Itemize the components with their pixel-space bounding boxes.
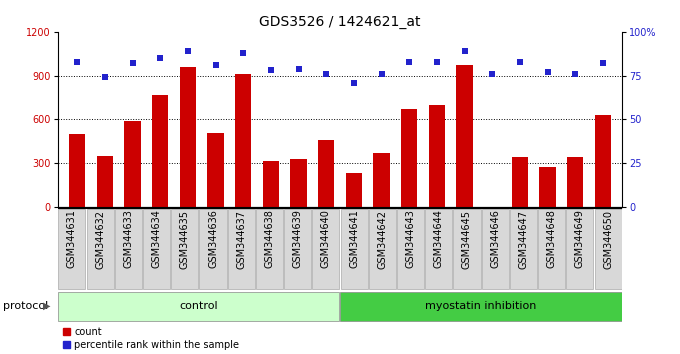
Point	[348, 80, 359, 86]
Bar	[171, 209, 199, 290]
Text: protocol: protocol	[3, 301, 49, 311]
Point	[321, 71, 332, 77]
Text: GSM344635: GSM344635	[180, 210, 190, 269]
Legend: count, percentile rank within the sample: count, percentile rank within the sample	[63, 327, 239, 350]
Bar	[425, 209, 452, 290]
Point	[155, 55, 166, 61]
Bar	[284, 209, 311, 290]
Bar	[510, 209, 537, 290]
Text: GSM344637: GSM344637	[236, 210, 246, 269]
Bar	[397, 209, 424, 290]
Bar	[256, 209, 283, 290]
Bar	[454, 209, 481, 290]
Bar	[228, 209, 255, 290]
Text: GSM344640: GSM344640	[321, 210, 331, 268]
Bar	[312, 209, 339, 290]
Point	[238, 50, 249, 56]
Bar	[456, 65, 473, 207]
Bar	[594, 115, 611, 207]
Bar	[86, 209, 114, 290]
Point	[598, 61, 609, 66]
Bar	[97, 156, 113, 207]
Bar	[180, 67, 196, 207]
Bar	[58, 292, 339, 321]
Bar	[539, 167, 556, 207]
Bar	[428, 105, 445, 207]
Point	[71, 59, 82, 64]
Text: GSM344633: GSM344633	[123, 210, 133, 268]
Point	[570, 71, 581, 77]
Bar	[124, 121, 141, 207]
Text: GSM344648: GSM344648	[547, 210, 557, 268]
Bar	[341, 209, 368, 290]
Bar	[566, 209, 594, 290]
Bar	[318, 140, 335, 207]
Text: GSM344643: GSM344643	[405, 210, 415, 268]
Text: GSM344641: GSM344641	[349, 210, 359, 268]
Text: GSM344644: GSM344644	[434, 210, 444, 268]
Bar	[207, 133, 224, 207]
Text: GSM344632: GSM344632	[95, 210, 105, 269]
Text: ▶: ▶	[43, 301, 50, 311]
Text: GSM344650: GSM344650	[603, 210, 613, 269]
Bar	[235, 74, 252, 207]
Bar	[345, 173, 362, 207]
Bar	[115, 209, 142, 290]
Point	[182, 48, 193, 54]
Bar	[199, 209, 226, 290]
Text: GSM344631: GSM344631	[67, 210, 77, 268]
Text: GSM344646: GSM344646	[490, 210, 500, 268]
Bar	[262, 161, 279, 207]
Text: GSM344649: GSM344649	[575, 210, 585, 268]
Point	[431, 59, 442, 64]
Bar	[58, 209, 86, 290]
Bar	[567, 158, 583, 207]
Text: GSM344636: GSM344636	[208, 210, 218, 268]
Bar	[290, 159, 307, 207]
Bar	[340, 292, 622, 321]
Text: myostatin inhibition: myostatin inhibition	[425, 301, 537, 311]
Text: GSM344638: GSM344638	[265, 210, 275, 268]
Point	[210, 62, 221, 68]
Point	[487, 71, 498, 77]
Bar	[511, 158, 528, 207]
Text: GSM344642: GSM344642	[377, 210, 388, 269]
Bar	[481, 209, 509, 290]
Bar	[143, 209, 170, 290]
Point	[514, 59, 525, 64]
Point	[99, 75, 110, 80]
Point	[293, 66, 304, 72]
Text: control: control	[180, 301, 218, 311]
Point	[542, 69, 553, 75]
Text: GSM344647: GSM344647	[518, 210, 528, 269]
Bar	[369, 209, 396, 290]
Title: GDS3526 / 1424621_at: GDS3526 / 1424621_at	[259, 16, 421, 29]
Text: GSM344645: GSM344645	[462, 210, 472, 269]
Text: GSM344639: GSM344639	[292, 210, 303, 268]
Bar	[69, 134, 86, 207]
Point	[127, 61, 138, 66]
Point	[265, 68, 276, 73]
Point	[404, 59, 415, 64]
Point	[376, 71, 387, 77]
Bar	[152, 95, 169, 207]
Point	[459, 48, 470, 54]
Bar	[594, 209, 622, 290]
Bar	[373, 153, 390, 207]
Bar	[401, 109, 418, 207]
Bar	[538, 209, 565, 290]
Text: GSM344634: GSM344634	[152, 210, 162, 268]
